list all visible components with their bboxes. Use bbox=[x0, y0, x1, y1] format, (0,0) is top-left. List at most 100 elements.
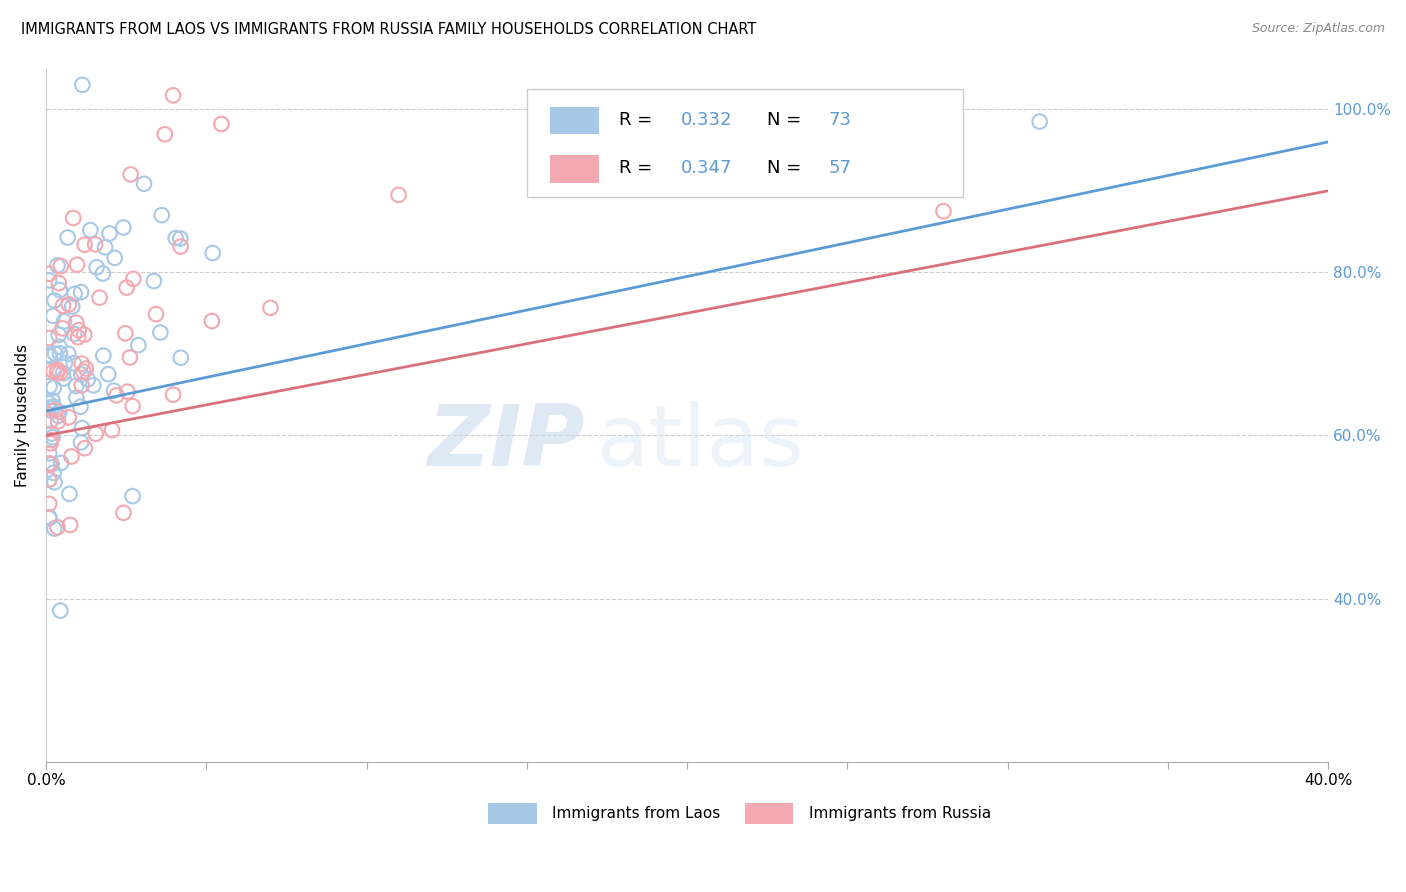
Point bbox=[58, 487, 80, 501]
Point bbox=[41, 393, 63, 408]
Point bbox=[53, 356, 76, 370]
Point bbox=[94, 240, 117, 254]
Point bbox=[142, 274, 165, 288]
Point bbox=[67, 323, 90, 337]
Point bbox=[65, 391, 87, 405]
Point bbox=[66, 258, 89, 272]
Point bbox=[38, 497, 60, 511]
Point bbox=[46, 259, 69, 273]
FancyBboxPatch shape bbox=[488, 804, 537, 824]
Point bbox=[70, 368, 93, 382]
Point bbox=[127, 338, 149, 352]
Point bbox=[39, 414, 62, 428]
Point bbox=[52, 321, 75, 335]
Point bbox=[62, 211, 84, 225]
Point bbox=[259, 301, 281, 315]
Point bbox=[38, 396, 60, 410]
Point bbox=[76, 372, 98, 386]
Point bbox=[44, 403, 66, 417]
Point bbox=[1028, 114, 1050, 128]
Point bbox=[72, 78, 94, 92]
Point bbox=[38, 273, 60, 287]
Point bbox=[38, 331, 60, 345]
Point bbox=[56, 230, 79, 244]
Point bbox=[70, 357, 93, 371]
Point bbox=[145, 307, 167, 321]
Text: ZIP: ZIP bbox=[427, 401, 585, 484]
Point bbox=[41, 457, 63, 471]
Text: Immigrants from Laos: Immigrants from Laos bbox=[553, 806, 721, 822]
Point bbox=[38, 510, 60, 524]
Point bbox=[153, 128, 176, 142]
Text: 73: 73 bbox=[828, 111, 851, 128]
Text: N =: N = bbox=[766, 111, 807, 128]
Point bbox=[52, 367, 75, 381]
Point bbox=[49, 346, 72, 360]
Point bbox=[48, 405, 70, 419]
FancyBboxPatch shape bbox=[550, 155, 599, 183]
Point bbox=[105, 388, 128, 402]
Point bbox=[79, 223, 101, 237]
Text: R =: R = bbox=[619, 111, 658, 128]
Point bbox=[75, 361, 97, 376]
Point bbox=[101, 423, 124, 437]
Point bbox=[112, 506, 135, 520]
Point bbox=[121, 489, 143, 503]
Point bbox=[49, 366, 72, 380]
Point bbox=[39, 403, 62, 417]
Point bbox=[65, 379, 87, 393]
Point bbox=[67, 330, 90, 344]
Point bbox=[70, 285, 93, 300]
Y-axis label: Family Households: Family Households bbox=[15, 343, 30, 487]
Point bbox=[38, 267, 60, 281]
Point bbox=[39, 433, 62, 447]
Point bbox=[114, 326, 136, 341]
Point bbox=[69, 400, 91, 414]
Point bbox=[44, 475, 66, 490]
Text: 0.332: 0.332 bbox=[681, 111, 733, 128]
Point bbox=[53, 314, 76, 328]
Point bbox=[39, 436, 62, 450]
Point bbox=[932, 204, 955, 219]
Point bbox=[38, 473, 60, 487]
Point bbox=[70, 421, 93, 435]
Point bbox=[58, 297, 80, 311]
Point bbox=[98, 227, 121, 241]
Point bbox=[115, 280, 138, 294]
Point bbox=[387, 188, 409, 202]
Point bbox=[58, 410, 80, 425]
Point bbox=[49, 283, 72, 297]
FancyBboxPatch shape bbox=[550, 107, 599, 135]
Point bbox=[91, 267, 114, 281]
Point bbox=[42, 364, 65, 378]
Point bbox=[63, 326, 86, 341]
Point bbox=[122, 272, 145, 286]
Point bbox=[72, 365, 94, 379]
Point bbox=[170, 351, 193, 365]
Point bbox=[38, 348, 60, 362]
Point bbox=[209, 117, 232, 131]
Text: Source: ZipAtlas.com: Source: ZipAtlas.com bbox=[1251, 22, 1385, 36]
Point bbox=[42, 400, 65, 414]
Point bbox=[169, 231, 191, 245]
Point bbox=[48, 276, 70, 290]
Point bbox=[38, 511, 60, 525]
Point bbox=[58, 347, 80, 361]
Point bbox=[38, 472, 60, 486]
Point bbox=[41, 426, 63, 441]
Point bbox=[45, 366, 67, 380]
Point bbox=[62, 356, 84, 370]
Text: IMMIGRANTS FROM LAOS VS IMMIGRANTS FROM RUSSIA FAMILY HOUSEHOLDS CORRELATION CHA: IMMIGRANTS FROM LAOS VS IMMIGRANTS FROM … bbox=[21, 22, 756, 37]
Text: R =: R = bbox=[619, 160, 658, 178]
Point bbox=[900, 111, 922, 125]
Point bbox=[42, 309, 65, 323]
Point bbox=[38, 379, 60, 393]
FancyBboxPatch shape bbox=[527, 89, 963, 197]
Point bbox=[73, 237, 96, 252]
Point bbox=[44, 293, 66, 308]
Point bbox=[65, 316, 87, 330]
Point bbox=[73, 327, 96, 342]
Text: 0.347: 0.347 bbox=[681, 160, 733, 178]
Point bbox=[48, 327, 70, 342]
Point bbox=[39, 350, 62, 364]
